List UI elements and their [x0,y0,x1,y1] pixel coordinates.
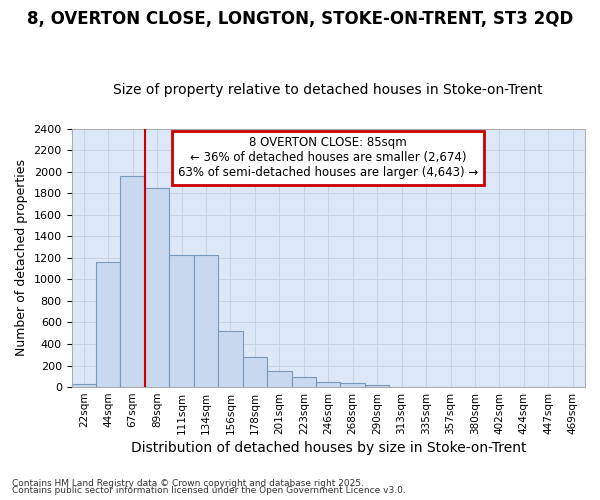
Text: Contains public sector information licensed under the Open Government Licence v3: Contains public sector information licen… [12,486,406,495]
Bar [121,176,145,387]
Bar [389,386,414,387]
Bar [267,371,292,387]
Bar [340,383,365,387]
Text: 8, OVERTON CLOSE, LONGTON, STOKE-ON-TRENT, ST3 2QD: 8, OVERTON CLOSE, LONGTON, STOKE-ON-TREN… [27,10,573,28]
Bar [96,262,121,387]
Title: Size of property relative to detached houses in Stoke-on-Trent: Size of property relative to detached ho… [113,83,543,97]
X-axis label: Distribution of detached houses by size in Stoke-on-Trent: Distribution of detached houses by size … [131,441,526,455]
Bar [242,358,267,387]
Bar [71,384,96,387]
Bar [218,331,242,387]
Bar [145,188,169,387]
Bar [365,386,389,387]
Bar [292,378,316,387]
Bar [169,254,194,387]
Bar [316,382,340,387]
Bar [194,254,218,387]
Text: 8 OVERTON CLOSE: 85sqm
← 36% of detached houses are smaller (2,674)
63% of semi-: 8 OVERTON CLOSE: 85sqm ← 36% of detached… [178,136,478,180]
Text: Contains HM Land Registry data © Crown copyright and database right 2025.: Contains HM Land Registry data © Crown c… [12,478,364,488]
Y-axis label: Number of detached properties: Number of detached properties [15,160,28,356]
